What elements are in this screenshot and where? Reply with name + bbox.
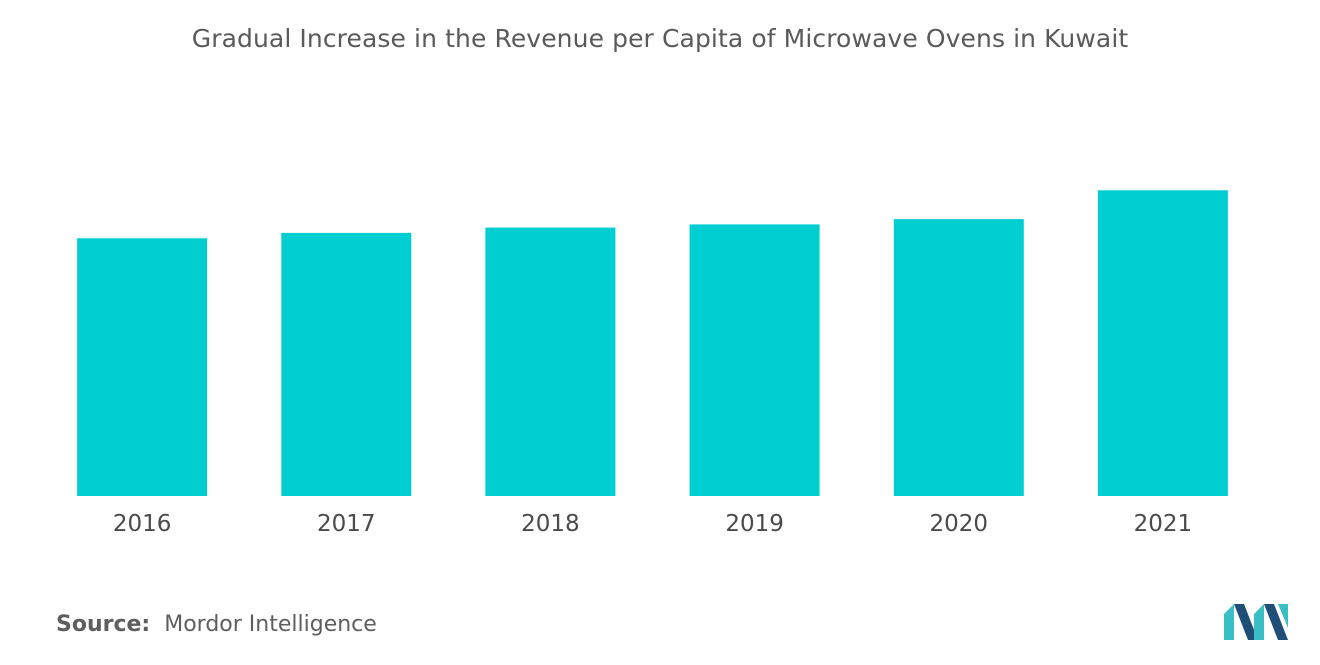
x-tick-label-2021: 2021	[1134, 511, 1193, 537]
x-tick-label-2018: 2018	[521, 511, 580, 537]
bar-2016	[77, 238, 208, 497]
x-tick-label-2020: 2020	[930, 511, 989, 537]
bar-2020	[893, 219, 1024, 496]
chart-title: Gradual Increase in the Revenue per Capi…	[191, 24, 1129, 53]
x-tick-label-2017: 2017	[317, 511, 376, 537]
x-tick-label-2019: 2019	[725, 511, 784, 537]
source-label: Source:	[56, 612, 151, 637]
bar-2019	[689, 224, 820, 496]
bar-2021	[1097, 190, 1228, 497]
bar-chart: 2016 2017 2018 2019 2020 2021	[77, 190, 1228, 537]
x-tick-label-2016: 2016	[113, 511, 172, 537]
source-line: Source: Mordor Intelligence	[56, 612, 377, 637]
source-value: Mordor Intelligence	[164, 612, 377, 637]
bar-2017	[281, 232, 412, 496]
x-axis-ticks: 2016 2017 2018 2019 2020 2021	[113, 511, 1192, 537]
mordor-intelligence-logo-icon	[1224, 604, 1288, 640]
bars-layer	[77, 190, 1228, 497]
bar-2018	[485, 227, 616, 496]
